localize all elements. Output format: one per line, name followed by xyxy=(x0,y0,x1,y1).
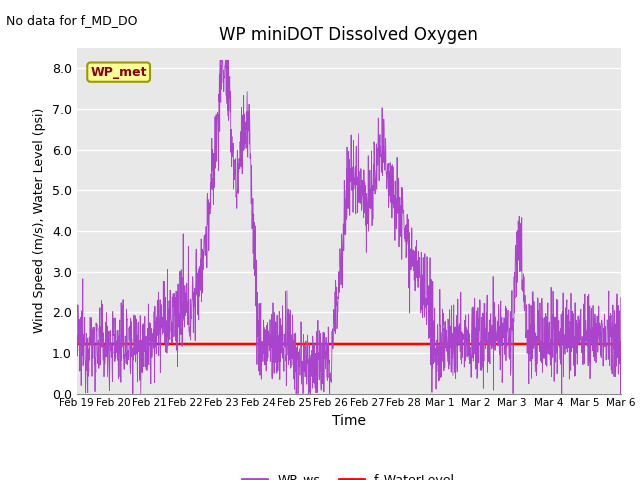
Y-axis label: Wind Speed (m/s), Water Level (psi): Wind Speed (m/s), Water Level (psi) xyxy=(33,108,46,334)
Legend: WP_ws, f_WaterLevel: WP_ws, f_WaterLevel xyxy=(237,468,460,480)
X-axis label: Time: Time xyxy=(332,414,366,428)
Title: WP miniDOT Dissolved Oxygen: WP miniDOT Dissolved Oxygen xyxy=(220,25,478,44)
Text: No data for f_MD_DO: No data for f_MD_DO xyxy=(6,14,138,27)
Text: WP_met: WP_met xyxy=(90,66,147,79)
